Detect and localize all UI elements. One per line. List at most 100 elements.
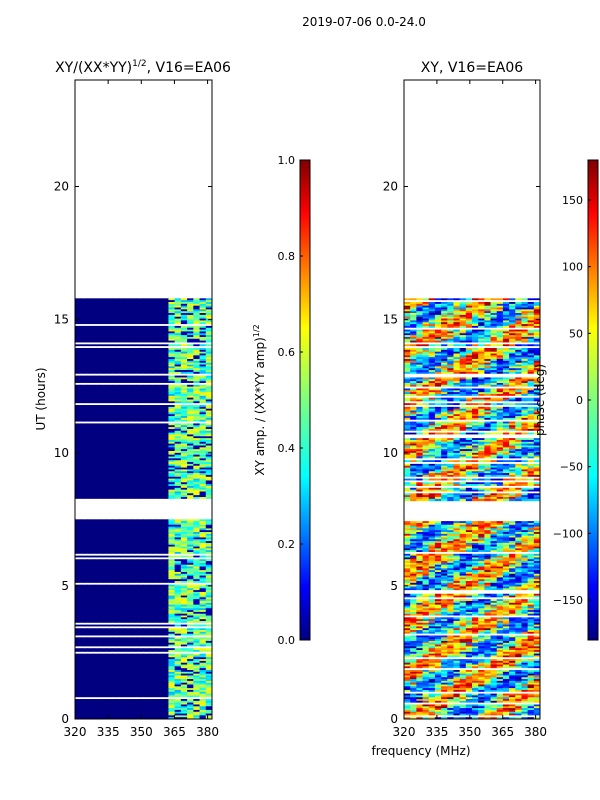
heatmap-cell	[187, 311, 194, 314]
heatmap-cell	[124, 336, 132, 340]
heatmap-cell	[168, 425, 176, 428]
heatmap-cell	[106, 524, 113, 528]
heatmap-cell	[193, 498, 201, 502]
heatmap-cell	[131, 428, 138, 432]
heatmap-cell	[149, 462, 157, 465]
heatmap-cell	[131, 379, 138, 382]
heatmap-cell	[416, 524, 424, 528]
heatmap-cell	[143, 452, 151, 456]
heatmap-cell	[81, 691, 88, 695]
heatmap-cell	[131, 608, 138, 611]
heatmap-cell	[99, 524, 107, 528]
heatmap-cell	[124, 443, 132, 446]
heatmap-cell	[131, 519, 138, 522]
heatmap-cell	[193, 597, 201, 600]
heatmap-cell	[131, 430, 138, 434]
heatmap-cell	[118, 498, 126, 502]
heatmap-cell	[149, 408, 157, 412]
heatmap-cell	[131, 417, 138, 421]
heatmap-cell	[131, 659, 138, 662]
heatmap-cell	[174, 579, 182, 582]
heatmap-cell	[137, 375, 144, 378]
heatmap-cell	[162, 533, 169, 537]
heatmap-cell	[137, 370, 144, 373]
heatmap-cell	[112, 653, 120, 656]
heatmap-cell	[112, 637, 120, 640]
heatmap-cell	[87, 582, 95, 586]
heatmap-cell	[162, 480, 169, 483]
heatmap-cell	[99, 416, 107, 419]
heatmap-cell	[174, 524, 182, 528]
heatmap-cell	[193, 421, 201, 424]
heatmap-cell	[205, 711, 213, 715]
heatmap-cell	[180, 371, 188, 375]
heatmap-cell	[75, 406, 82, 410]
heatmap-cell	[112, 428, 120, 432]
heatmap-cell	[193, 620, 201, 624]
heatmap-cell	[93, 445, 101, 448]
heatmap-cell	[93, 644, 101, 647]
heatmap-cell	[93, 447, 101, 450]
heatmap-cell	[187, 693, 194, 696]
heatmap-cell	[124, 298, 132, 301]
heatmap-cell	[75, 333, 82, 336]
heatmap-cell	[143, 640, 151, 644]
heatmap-cell	[199, 635, 207, 638]
heatmap-cell	[99, 434, 107, 437]
heatmap-cell	[99, 482, 107, 485]
heatmap-cell	[87, 366, 95, 369]
heatmap-cell	[187, 441, 194, 445]
heatmap-cell	[174, 392, 182, 395]
heatmap-cell	[112, 465, 120, 469]
heatmap-cell	[124, 324, 132, 327]
heatmap-cell	[162, 386, 169, 389]
heatmap-cell	[137, 564, 144, 568]
heatmap-cell	[199, 688, 207, 691]
heatmap-cell	[155, 519, 163, 522]
heatmap-cell	[87, 425, 95, 428]
heatmap-cell	[131, 393, 138, 397]
heatmap-cell	[155, 425, 163, 428]
heatmap-cell	[162, 615, 169, 618]
heatmap-cell	[180, 381, 188, 384]
heatmap-cell	[187, 542, 194, 546]
heatmap-cell	[81, 646, 88, 649]
heatmap-cell	[106, 568, 113, 571]
heatmap-cell	[149, 331, 157, 334]
heatmap-cell	[149, 303, 157, 307]
heatmap-cell	[187, 478, 194, 481]
heatmap-cell	[112, 626, 120, 629]
heatmap-cell	[81, 604, 88, 607]
heatmap-cell	[137, 568, 144, 571]
heatmap-cell	[155, 559, 163, 562]
heatmap-cell	[131, 460, 138, 463]
left-panel-title: XY/(XX*YY)1/2, V16=EA06	[55, 59, 231, 76]
heatmap-cell	[199, 700, 207, 704]
heatmap-cell	[106, 487, 113, 491]
heatmap-cell	[149, 496, 157, 500]
heatmap-cell	[174, 664, 182, 667]
heatmap-cell	[459, 524, 467, 528]
heatmap-cell	[174, 489, 182, 492]
heatmap-cell	[75, 395, 82, 399]
heatmap-cell	[162, 628, 169, 631]
heatmap-cell	[131, 541, 138, 544]
heatmap-cell	[180, 482, 188, 485]
heatmap-cell	[124, 458, 132, 461]
heatmap-cell	[87, 613, 95, 617]
heatmap-cell	[112, 329, 120, 332]
heatmap-cell	[87, 320, 95, 323]
heatmap-cell	[168, 615, 176, 618]
heatmap-cell	[81, 438, 88, 441]
heatmap-cell	[515, 524, 522, 528]
heatmap-cell	[174, 484, 182, 487]
heatmap-cell	[149, 588, 157, 591]
heatmap-cell	[81, 588, 88, 591]
heatmap-cell	[143, 311, 151, 314]
heatmap-cell	[131, 657, 138, 660]
heatmap-cell	[75, 452, 82, 456]
heatmap-cell	[199, 631, 207, 635]
heatmap-cell	[180, 451, 188, 454]
heatmap-cell	[180, 611, 188, 615]
heatmap-cell	[124, 353, 132, 356]
